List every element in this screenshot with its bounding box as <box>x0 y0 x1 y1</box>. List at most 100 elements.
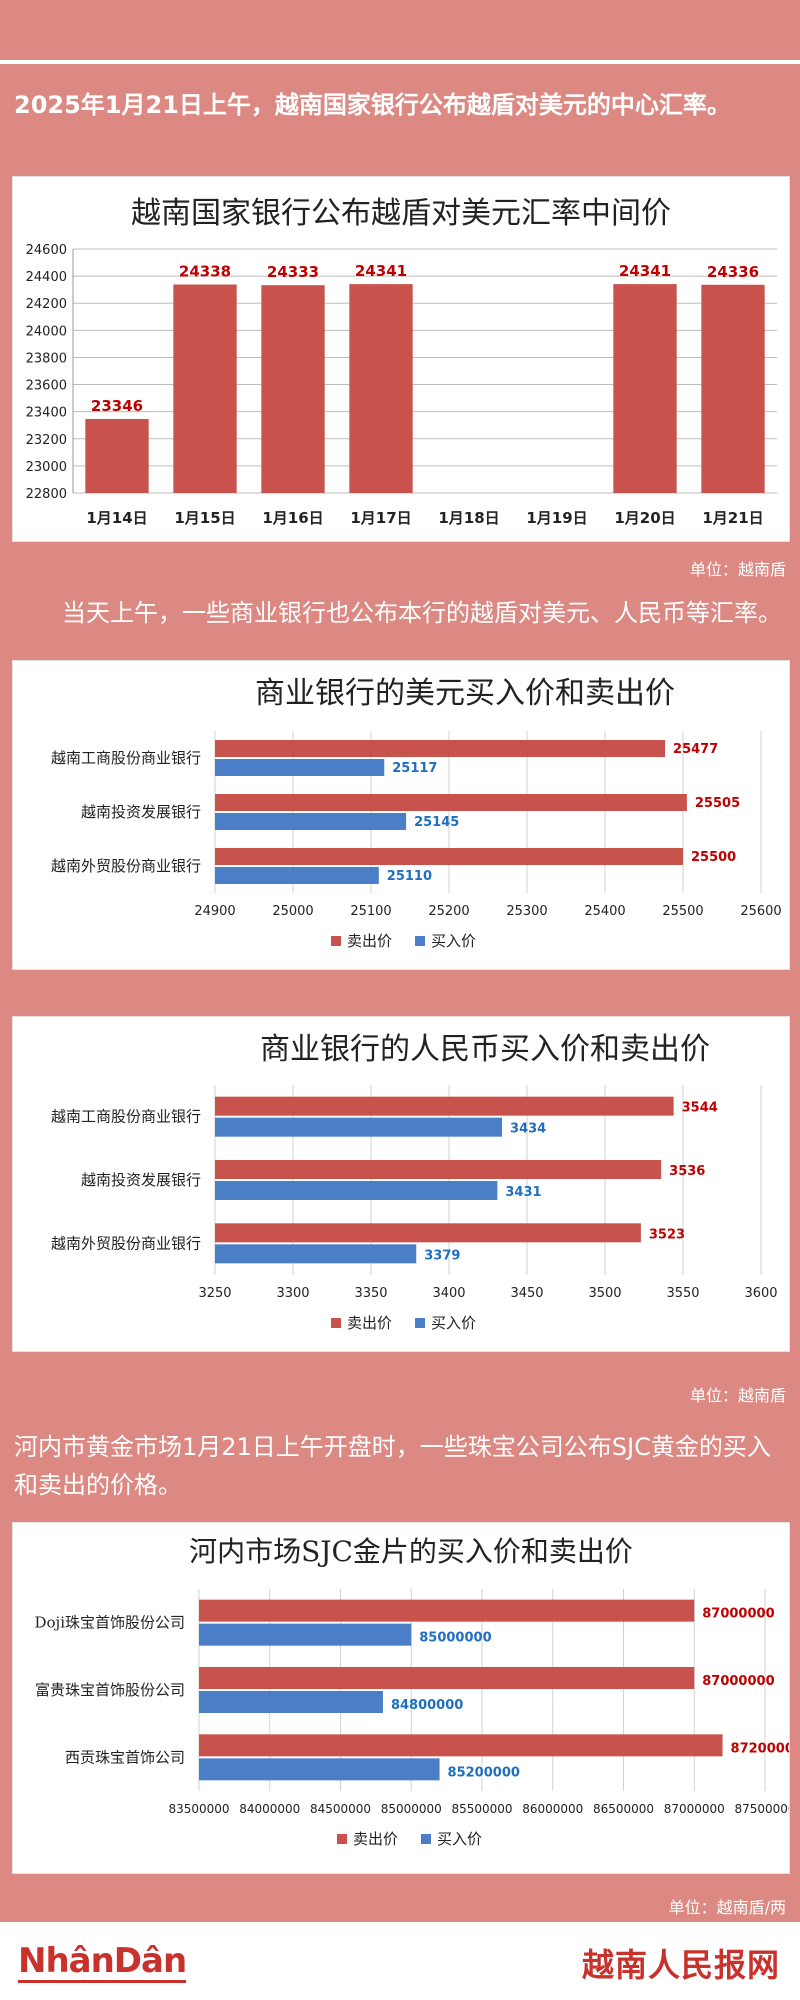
category-label: 越南工商股份商业银行 <box>51 749 201 767</box>
y-tick-label: 23600 <box>26 379 67 394</box>
bar-buy <box>199 1758 440 1781</box>
x-tick-label: 1月19日 <box>526 509 587 527</box>
data-label-sell: 3544 <box>682 1101 718 1116</box>
chart-title: 商业银行的人民币买入价和卖出价 <box>260 1032 710 1067</box>
data-label-sell: 87200000 <box>731 1741 789 1756</box>
chart-title: 商业银行的美元买入价和卖出价 <box>255 676 675 711</box>
y-tick-label: 24000 <box>26 324 67 339</box>
y-tick-label: 24600 <box>26 243 67 258</box>
legend-swatch-sell <box>337 1834 347 1844</box>
x-tick-label: 83500000 <box>168 1802 229 1816</box>
legend-label-sell: 卖出价 <box>347 932 392 950</box>
x-tick-label: 87000000 <box>664 1802 725 1816</box>
x-tick-label: 3550 <box>666 1286 699 1301</box>
legend-swatch-buy <box>421 1834 431 1844</box>
x-tick-label: 86500000 <box>593 1802 654 1816</box>
x-tick-label: 1月21日 <box>702 509 763 527</box>
bar-buy <box>215 867 379 884</box>
y-tick-label: 23200 <box>26 433 67 448</box>
x-tick-label: 1月18日 <box>438 509 499 527</box>
data-label: 24341 <box>619 262 671 280</box>
x-tick-label: 1月20日 <box>614 509 675 527</box>
x-tick-label: 3350 <box>354 1286 387 1301</box>
bar <box>85 418 149 493</box>
bar-sell <box>215 1223 641 1243</box>
x-tick-label: 87500000 <box>734 1802 789 1816</box>
usd-rates-chart: 商业银行的美元买入价和卖出价 24900 25000 25100 25200 25300 2… <box>51 676 782 950</box>
bar-sell <box>215 1096 674 1116</box>
chart-panel-central-rate: 越南国家银行公布越盾对美元汇率中间价 22800 23000 23200 23400 23… <box>12 176 790 542</box>
data-label-buy: 85200000 <box>448 1765 520 1780</box>
y-tick-label: 23000 <box>26 460 67 475</box>
data-label-sell: 87000000 <box>702 1607 774 1622</box>
y-tick-label: 23400 <box>26 406 67 421</box>
y-tick-label: 24200 <box>26 297 67 312</box>
category-label: 越南工商股份商业银行 <box>51 1108 201 1126</box>
paragraph-commercial-banks: 当天上午，一些商业银行也公布本行的越盾对美元、人民币等汇率。 <box>62 599 782 627</box>
site-name-logo[interactable]: 越南人民报网 <box>581 1946 780 1984</box>
data-label-buy: 25117 <box>392 761 437 776</box>
legend-label-buy: 买入价 <box>431 1314 476 1332</box>
legend-label-sell: 卖出价 <box>353 1830 398 1848</box>
nhandan-logo[interactable]: NhânDân <box>18 1941 187 1983</box>
footer-bar: NhânDân 越南人民报网 <box>0 1922 800 2000</box>
gold-prices-chart: 河内市场SJC金片的买入价和卖出价 83500000 84000000 8450000… <box>34 1535 789 1848</box>
x-tick-label: 1月17日 <box>350 509 411 527</box>
data-label-buy: 3379 <box>424 1248 460 1263</box>
x-tick-label: 25300 <box>506 904 547 919</box>
category-label: 富贵珠宝首饰股份公司 <box>35 1681 185 1699</box>
bar <box>349 284 413 493</box>
category-label: 越南外贸股份商业银行 <box>51 857 201 875</box>
bar-buy <box>199 1623 412 1646</box>
category-label: 越南外贸股份商业银行 <box>51 1234 201 1252</box>
data-label-buy: 3434 <box>510 1122 546 1137</box>
unit-label-3: 单位：越南盾/两 <box>668 1898 786 1917</box>
x-tick-label: 25200 <box>428 904 469 919</box>
x-tick-label: 1月15日 <box>174 509 235 527</box>
chart-panel-gold: 河内市场SJC金片的买入价和卖出价 83500000 84000000 8450000… <box>12 1522 790 1874</box>
bar-buy <box>215 1244 417 1264</box>
y-tick-label: 24400 <box>26 270 67 285</box>
data-label: 23346 <box>91 397 143 415</box>
x-tick-label: 3250 <box>198 1286 231 1301</box>
category-label: Doji珠宝首饰股份公司 <box>34 1614 185 1632</box>
y-tick-label: 23800 <box>26 351 67 366</box>
x-tick-label: 25400 <box>584 904 625 919</box>
category-label: 越南投资发展银行 <box>81 803 201 821</box>
bar-buy <box>215 1117 503 1137</box>
category-label: 西贡珠宝首饰公司 <box>65 1748 185 1766</box>
bar-sell <box>215 740 666 757</box>
bar-buy <box>215 1181 498 1200</box>
unit-label-2: 单位：越南盾 <box>689 1386 786 1405</box>
bar-sell <box>215 794 687 811</box>
x-tick-label: 25100 <box>350 904 391 919</box>
top-divider <box>0 60 800 64</box>
bar <box>173 284 237 493</box>
legend-swatch-sell <box>331 1318 341 1328</box>
data-label: 24338 <box>179 263 231 281</box>
x-tick-label: 1月14日 <box>86 509 147 527</box>
x-tick-label: 85000000 <box>381 1802 442 1816</box>
data-label-sell: 3523 <box>649 1227 685 1242</box>
x-tick-label: 3400 <box>432 1286 465 1301</box>
legend-swatch-buy <box>415 1318 425 1328</box>
bar <box>701 284 765 493</box>
bar-buy <box>199 1691 383 1713</box>
data-label-sell: 25477 <box>673 742 718 757</box>
central-rate-chart: 越南国家银行公布越盾对美元汇率中间价 22800 23000 23200 23400 23… <box>26 196 777 527</box>
bar-buy <box>215 813 407 830</box>
category-label: 越南投资发展银行 <box>81 1171 201 1189</box>
bar <box>261 285 325 493</box>
data-label-buy: 84800000 <box>391 1698 463 1713</box>
bar-sell <box>199 1734 723 1757</box>
legend-label-buy: 买入价 <box>437 1830 482 1848</box>
x-tick-label: 3450 <box>510 1286 543 1301</box>
x-tick-label: 3300 <box>276 1286 309 1301</box>
x-tick-label: 1月16日 <box>262 509 323 527</box>
x-tick-label: 25600 <box>740 904 781 919</box>
data-label-buy: 25145 <box>414 815 459 830</box>
paragraph-gold-market: 河内市黄金市场1月21日上午开盘时，一些珠宝公司公布SJC黄金的买入和卖出的价格… <box>14 1433 771 1499</box>
x-tick-label: 84500000 <box>310 1802 371 1816</box>
x-tick-label: 25500 <box>662 904 703 919</box>
legend-swatch-buy <box>415 936 425 946</box>
